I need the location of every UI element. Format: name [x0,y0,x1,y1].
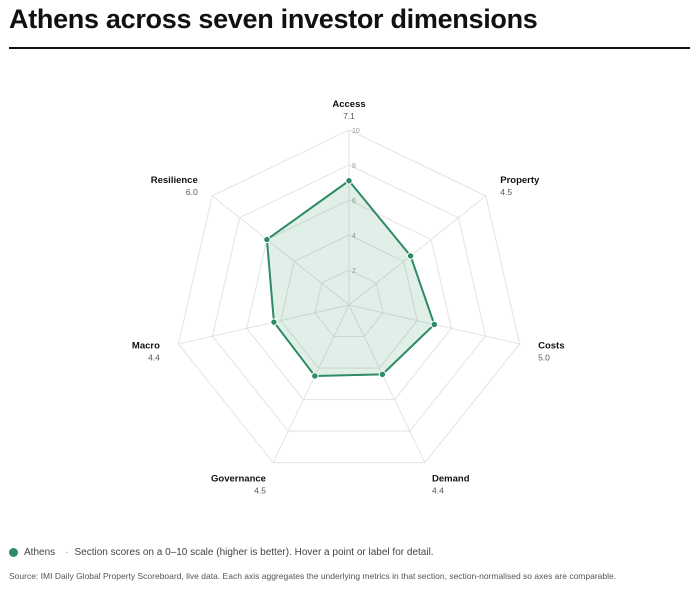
grid-ring-8 [211,164,487,432]
legend-separator: · [65,547,69,558]
legend-note: Section scores on a 0–10 scale (higher i… [74,547,434,558]
tick-label-4: 4 [352,233,356,240]
data-point-macro[interactable] [270,318,278,326]
data-point-access[interactable] [345,177,353,185]
spoke-property [348,195,487,306]
tick-label-6: 6 [352,198,356,205]
tick-label-8: 8 [352,163,356,170]
data-point-resilience[interactable] [263,235,271,244]
title-rule [9,47,690,49]
axis-value-demand: 4.4 [432,486,444,496]
axis-value-macro: 4.4 [148,353,160,363]
axis-value-resilience: 6.0 [186,187,198,197]
legend-series-label[interactable]: Athens [24,547,56,558]
axis-label-macro[interactable]: Macro [132,341,160,352]
axis-label-property[interactable]: Property [500,175,540,186]
source-note: Source: IMI Daily Global Property Scoreb… [9,571,617,581]
legend: Athens · Section scores on a 0–10 scale … [9,547,434,558]
axis-label-costs[interactable]: Costs [538,341,564,352]
data-point-demand[interactable] [378,370,387,379]
spoke-governance [272,304,350,463]
axis-value-costs: 5.0 [538,353,550,363]
radar-series [263,177,439,380]
axis-label-access[interactable]: Access [332,99,365,110]
grid-ring-2 [314,269,384,338]
data-point-property[interactable] [406,252,415,260]
axis-label-demand[interactable]: Demand [432,474,470,485]
axis-label-resilience[interactable]: Resilience [151,175,198,186]
series-area-athens [265,179,436,377]
radar-axis-labels: Access7.1Property4.5Costs5.0Demand4.4Gov… [132,99,565,496]
data-point-costs[interactable] [430,320,439,329]
radar-grid: 2 4 6 8 10 [177,128,521,464]
spoke-resilience [211,195,350,306]
spoke-demand [348,304,426,463]
grid-ring-4 [280,234,418,369]
axis-label-governance[interactable]: Governance [211,474,266,485]
legend-swatch-athens [9,548,18,557]
tick-label-2: 2 [352,268,356,275]
page-title: Athens across seven investor dimensions [9,4,538,34]
grid-ring-10 [177,129,521,464]
axis-value-governance: 4.5 [254,486,266,496]
axis-value-property: 4.5 [500,187,512,197]
spoke-macro [178,304,350,345]
data-point-governance[interactable] [311,372,319,380]
tick-label-10: 10 [352,128,360,135]
axis-value-access: 7.1 [343,111,355,121]
grid-ring-6 [246,199,452,401]
